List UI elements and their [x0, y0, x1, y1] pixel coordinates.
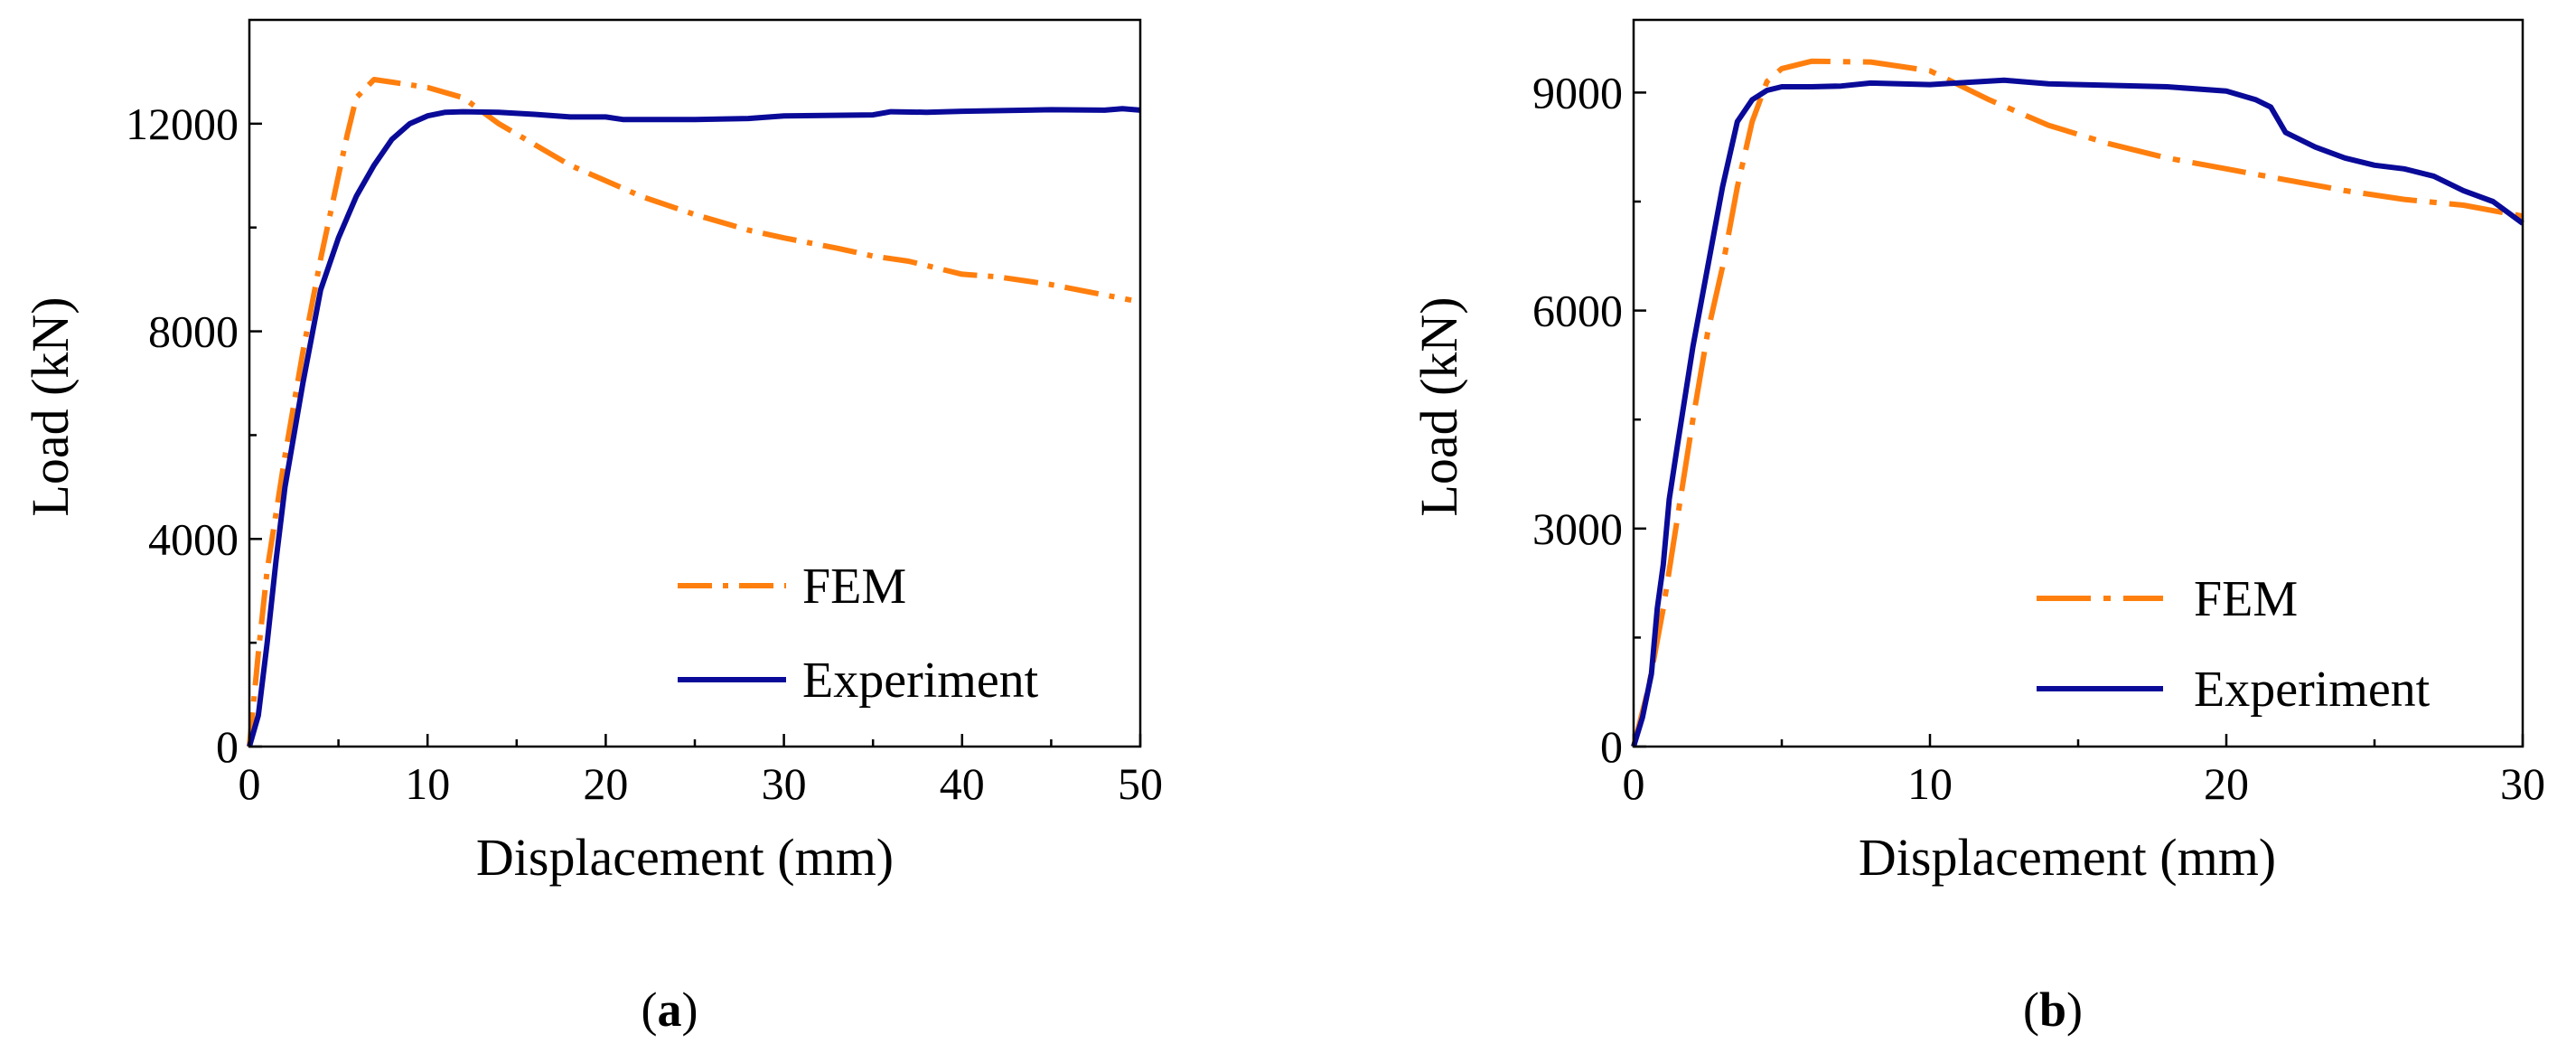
legend: FEM Experiment	[2037, 571, 2431, 718]
x-tick-label: 10	[405, 758, 450, 809]
legend-label-fem: FEM	[802, 559, 906, 615]
x-axis-title: Displacement (mm)	[476, 828, 894, 887]
axis-ticks: 0 10 20 30 0 3000 6000 9000	[1532, 67, 2545, 809]
x-tick-label: 0	[239, 758, 261, 809]
y-axis-title: Load (kN)	[21, 296, 80, 516]
y-tick-label: 9000	[1532, 67, 1623, 117]
plot-area	[247, 77, 1141, 747]
x-tick-label: 30	[762, 758, 807, 809]
legend-label-experiment: Experiment	[802, 653, 1039, 709]
x-axis-title: Displacement (mm)	[1859, 828, 2276, 887]
y-tick-label: 0	[216, 721, 239, 772]
series-line-experiment	[1631, 77, 2524, 747]
plot-frame	[1632, 18, 2524, 748]
x-tick-label: 0	[1623, 758, 1645, 809]
legend-label-experiment: Experiment	[2194, 662, 2431, 718]
x-tick-label: 40	[940, 758, 985, 809]
legend-label-fem: FEM	[2194, 571, 2298, 627]
x-tick-label: 20	[583, 758, 628, 809]
series-line-experiment	[247, 106, 1141, 747]
x-tick-label: 50	[1118, 758, 1163, 809]
panel-label-b: b	[2039, 982, 2066, 1037]
legend: FEM Experiment	[678, 559, 1039, 709]
y-tick-label: 0	[1600, 721, 1623, 772]
y-tick-label: 6000	[1532, 286, 1623, 336]
chart-panel-b: Load (kN) Displacement (mm) 0 10 20 30 0 3000…	[1410, 18, 2545, 1037]
series-line-fem	[247, 77, 1132, 747]
x-tick-label: 30	[2500, 758, 2545, 809]
panel-caption-a: (a)	[642, 982, 698, 1037]
x-tick-label: 10	[1907, 758, 1953, 809]
y-tick-label: 8000	[148, 306, 239, 357]
panel-label-a: a	[658, 982, 682, 1037]
panel-caption-b: (b)	[2023, 982, 2083, 1037]
chart-panel-a: Load (kN) Displacement (mm) 0 10 20 30 40 500…	[21, 18, 1163, 1037]
axis-ticks: 0 10 20 30 40 50 0 4000 8000 12000	[126, 99, 1163, 809]
y-tick-label: 3000	[1532, 503, 1623, 554]
y-axis-title: Load (kN)	[1410, 296, 1468, 516]
plot-frame	[248, 18, 1142, 748]
x-tick-label: 20	[2204, 758, 2249, 809]
plot-area	[1631, 58, 2524, 747]
y-tick-label: 12000	[126, 99, 239, 149]
series-line-fem	[1631, 58, 2524, 747]
y-tick-label: 4000	[148, 513, 239, 564]
